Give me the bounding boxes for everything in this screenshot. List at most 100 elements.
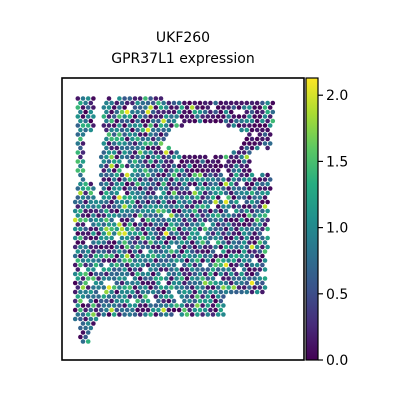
spot bbox=[143, 222, 148, 227]
spot bbox=[197, 190, 203, 196]
spot bbox=[80, 123, 86, 128]
spot bbox=[124, 109, 130, 115]
spot bbox=[221, 213, 226, 218]
spot bbox=[124, 172, 130, 178]
spot bbox=[85, 303, 91, 308]
spot bbox=[267, 141, 273, 146]
spot bbox=[187, 163, 192, 169]
spot bbox=[143, 195, 148, 200]
spot bbox=[171, 181, 177, 187]
spot bbox=[85, 330, 91, 335]
spot bbox=[156, 262, 161, 268]
spot bbox=[189, 114, 195, 119]
spot bbox=[91, 96, 96, 101]
spot bbox=[72, 271, 78, 277]
spot bbox=[221, 186, 226, 191]
spot bbox=[78, 244, 83, 250]
spot bbox=[171, 154, 177, 160]
spot bbox=[262, 195, 268, 200]
spot bbox=[166, 208, 172, 214]
spot bbox=[101, 231, 107, 236]
spot bbox=[150, 244, 156, 250]
spot bbox=[171, 262, 177, 268]
spot bbox=[202, 226, 208, 232]
spot bbox=[187, 199, 192, 205]
spot bbox=[135, 154, 140, 160]
spot bbox=[150, 118, 156, 124]
spot bbox=[111, 213, 117, 218]
spot bbox=[244, 154, 250, 160]
spot bbox=[205, 186, 211, 191]
spot bbox=[148, 159, 153, 164]
spot bbox=[93, 226, 99, 232]
spot bbox=[72, 208, 78, 214]
spot bbox=[241, 213, 247, 218]
spot bbox=[132, 150, 138, 155]
colorbar-tick-label: 1.0 bbox=[326, 221, 348, 237]
spot bbox=[109, 190, 114, 196]
spot bbox=[254, 208, 260, 214]
spot bbox=[85, 204, 91, 209]
spot bbox=[78, 298, 83, 304]
spot bbox=[150, 100, 156, 106]
spot bbox=[247, 222, 252, 227]
spot bbox=[135, 100, 140, 106]
spot bbox=[104, 271, 109, 277]
spot bbox=[247, 195, 252, 200]
spot bbox=[158, 294, 164, 299]
spot bbox=[135, 199, 140, 205]
spot bbox=[153, 105, 159, 110]
spot bbox=[176, 208, 182, 214]
spot bbox=[153, 132, 159, 137]
spot bbox=[83, 127, 88, 133]
spot bbox=[137, 150, 143, 155]
spot bbox=[91, 231, 96, 236]
spot bbox=[223, 154, 229, 160]
spot bbox=[234, 154, 239, 160]
spot bbox=[93, 316, 99, 322]
spot bbox=[117, 96, 122, 101]
spot bbox=[236, 285, 242, 290]
spot bbox=[169, 240, 174, 245]
spot bbox=[163, 276, 169, 281]
spot bbox=[252, 222, 257, 227]
spot bbox=[106, 294, 112, 299]
spot bbox=[132, 96, 138, 101]
spot bbox=[195, 258, 200, 263]
spot bbox=[122, 186, 127, 191]
spot bbox=[247, 123, 252, 128]
spot bbox=[137, 105, 143, 110]
spot bbox=[96, 231, 101, 236]
spot bbox=[140, 190, 146, 196]
spot bbox=[140, 289, 146, 295]
spot bbox=[75, 267, 81, 272]
spot bbox=[148, 123, 153, 128]
spot bbox=[98, 226, 104, 232]
spot bbox=[124, 127, 130, 133]
spot bbox=[158, 258, 164, 263]
spot bbox=[111, 177, 117, 182]
spot bbox=[156, 253, 161, 259]
spot bbox=[91, 294, 96, 299]
spot bbox=[236, 249, 242, 254]
spot bbox=[223, 163, 229, 169]
spot bbox=[239, 172, 244, 178]
spot bbox=[75, 204, 81, 209]
spot bbox=[244, 253, 250, 259]
spot bbox=[239, 154, 244, 160]
spot bbox=[218, 226, 224, 232]
spot bbox=[205, 276, 211, 281]
spot bbox=[239, 145, 244, 151]
spot bbox=[122, 150, 127, 155]
spot bbox=[241, 240, 247, 245]
spot bbox=[96, 249, 101, 254]
spot bbox=[106, 249, 112, 254]
spot bbox=[252, 141, 257, 146]
spot bbox=[101, 303, 107, 308]
spot bbox=[265, 100, 270, 106]
spot bbox=[247, 249, 252, 254]
spot bbox=[156, 100, 161, 106]
spot bbox=[156, 163, 161, 169]
spot bbox=[226, 204, 231, 209]
spot bbox=[80, 249, 86, 254]
